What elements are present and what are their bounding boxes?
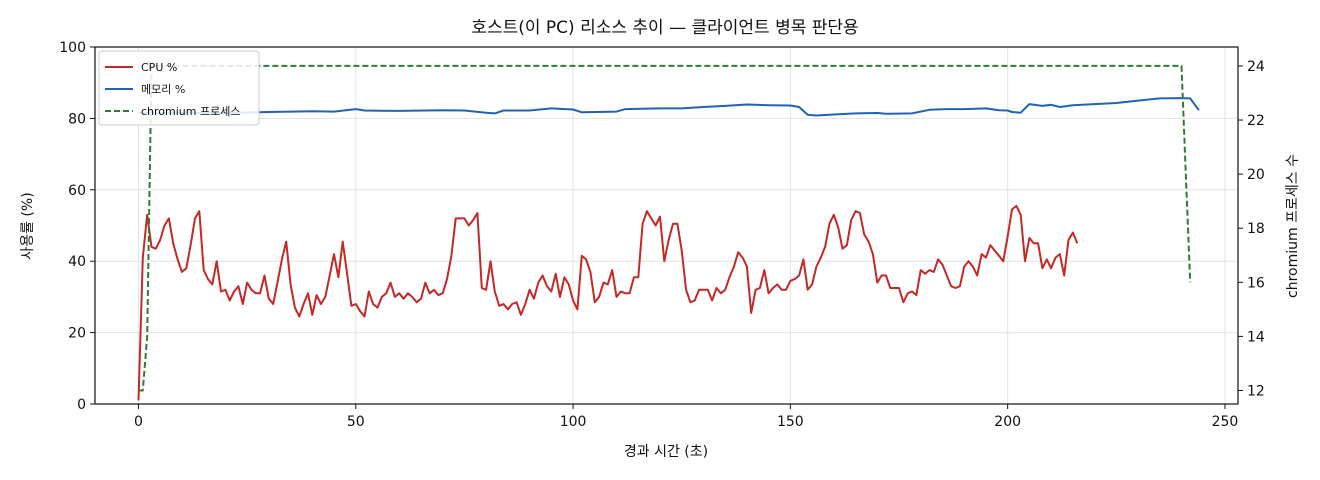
x-tick-label: 0 (134, 414, 143, 430)
x-tick-label: 50 (347, 414, 365, 430)
y2-tick-label: 20 (1247, 167, 1265, 183)
y2-tick-label: 12 (1247, 383, 1265, 399)
x-tick-label: 250 (1212, 414, 1239, 430)
plot-frame (94, 46, 1239, 405)
x-tick-label: 100 (560, 414, 587, 430)
x-tick-label: 150 (777, 414, 804, 430)
legend-label-2: 메모리 % (141, 83, 185, 96)
y2-tick-label: 16 (1247, 275, 1265, 291)
grid (95, 46, 1238, 405)
series-layer (137, 64, 1200, 401)
x-tick-label: 200 (994, 414, 1021, 430)
chart-title: 호스트(이 PC) 리소스 추이 — 클라이언트 병목 판단용 (471, 18, 858, 38)
legend-label-1: CPU % (141, 61, 177, 74)
y-tick-label: 20 (68, 326, 86, 342)
y-tick-label: 100 (59, 40, 86, 56)
y-tick-label: 0 (77, 397, 86, 413)
ticks: 0 50 100 150 200 250 0 20 40 60 80 100 12 14 16 18 20 22 2… (59, 40, 1265, 430)
y2-axis-label: chromium 프로세스 수 (1285, 154, 1301, 298)
y-axis-label: 사용률 (%) (20, 192, 36, 259)
y-tick-label: 80 (68, 111, 86, 127)
y2-tick-label: 22 (1247, 113, 1265, 129)
y-tick-label: 40 (68, 254, 86, 270)
y2-tick-label: 24 (1247, 59, 1265, 75)
series-line-2 (138, 97, 1200, 117)
y2-tick-label: 18 (1247, 221, 1265, 237)
y2-tick-label: 14 (1247, 329, 1265, 345)
series-line-3 (138, 64, 1192, 392)
legend-label-3: chromium 프로세스 (141, 105, 240, 118)
y-tick-label: 60 (68, 183, 86, 199)
x-axis-label: 경과 시간 (초) (624, 444, 708, 460)
legend-box (98, 50, 260, 126)
series-line-1 (137, 204, 1079, 401)
legend: CPU % 메모리 % chromium 프로세스 (98, 50, 260, 126)
